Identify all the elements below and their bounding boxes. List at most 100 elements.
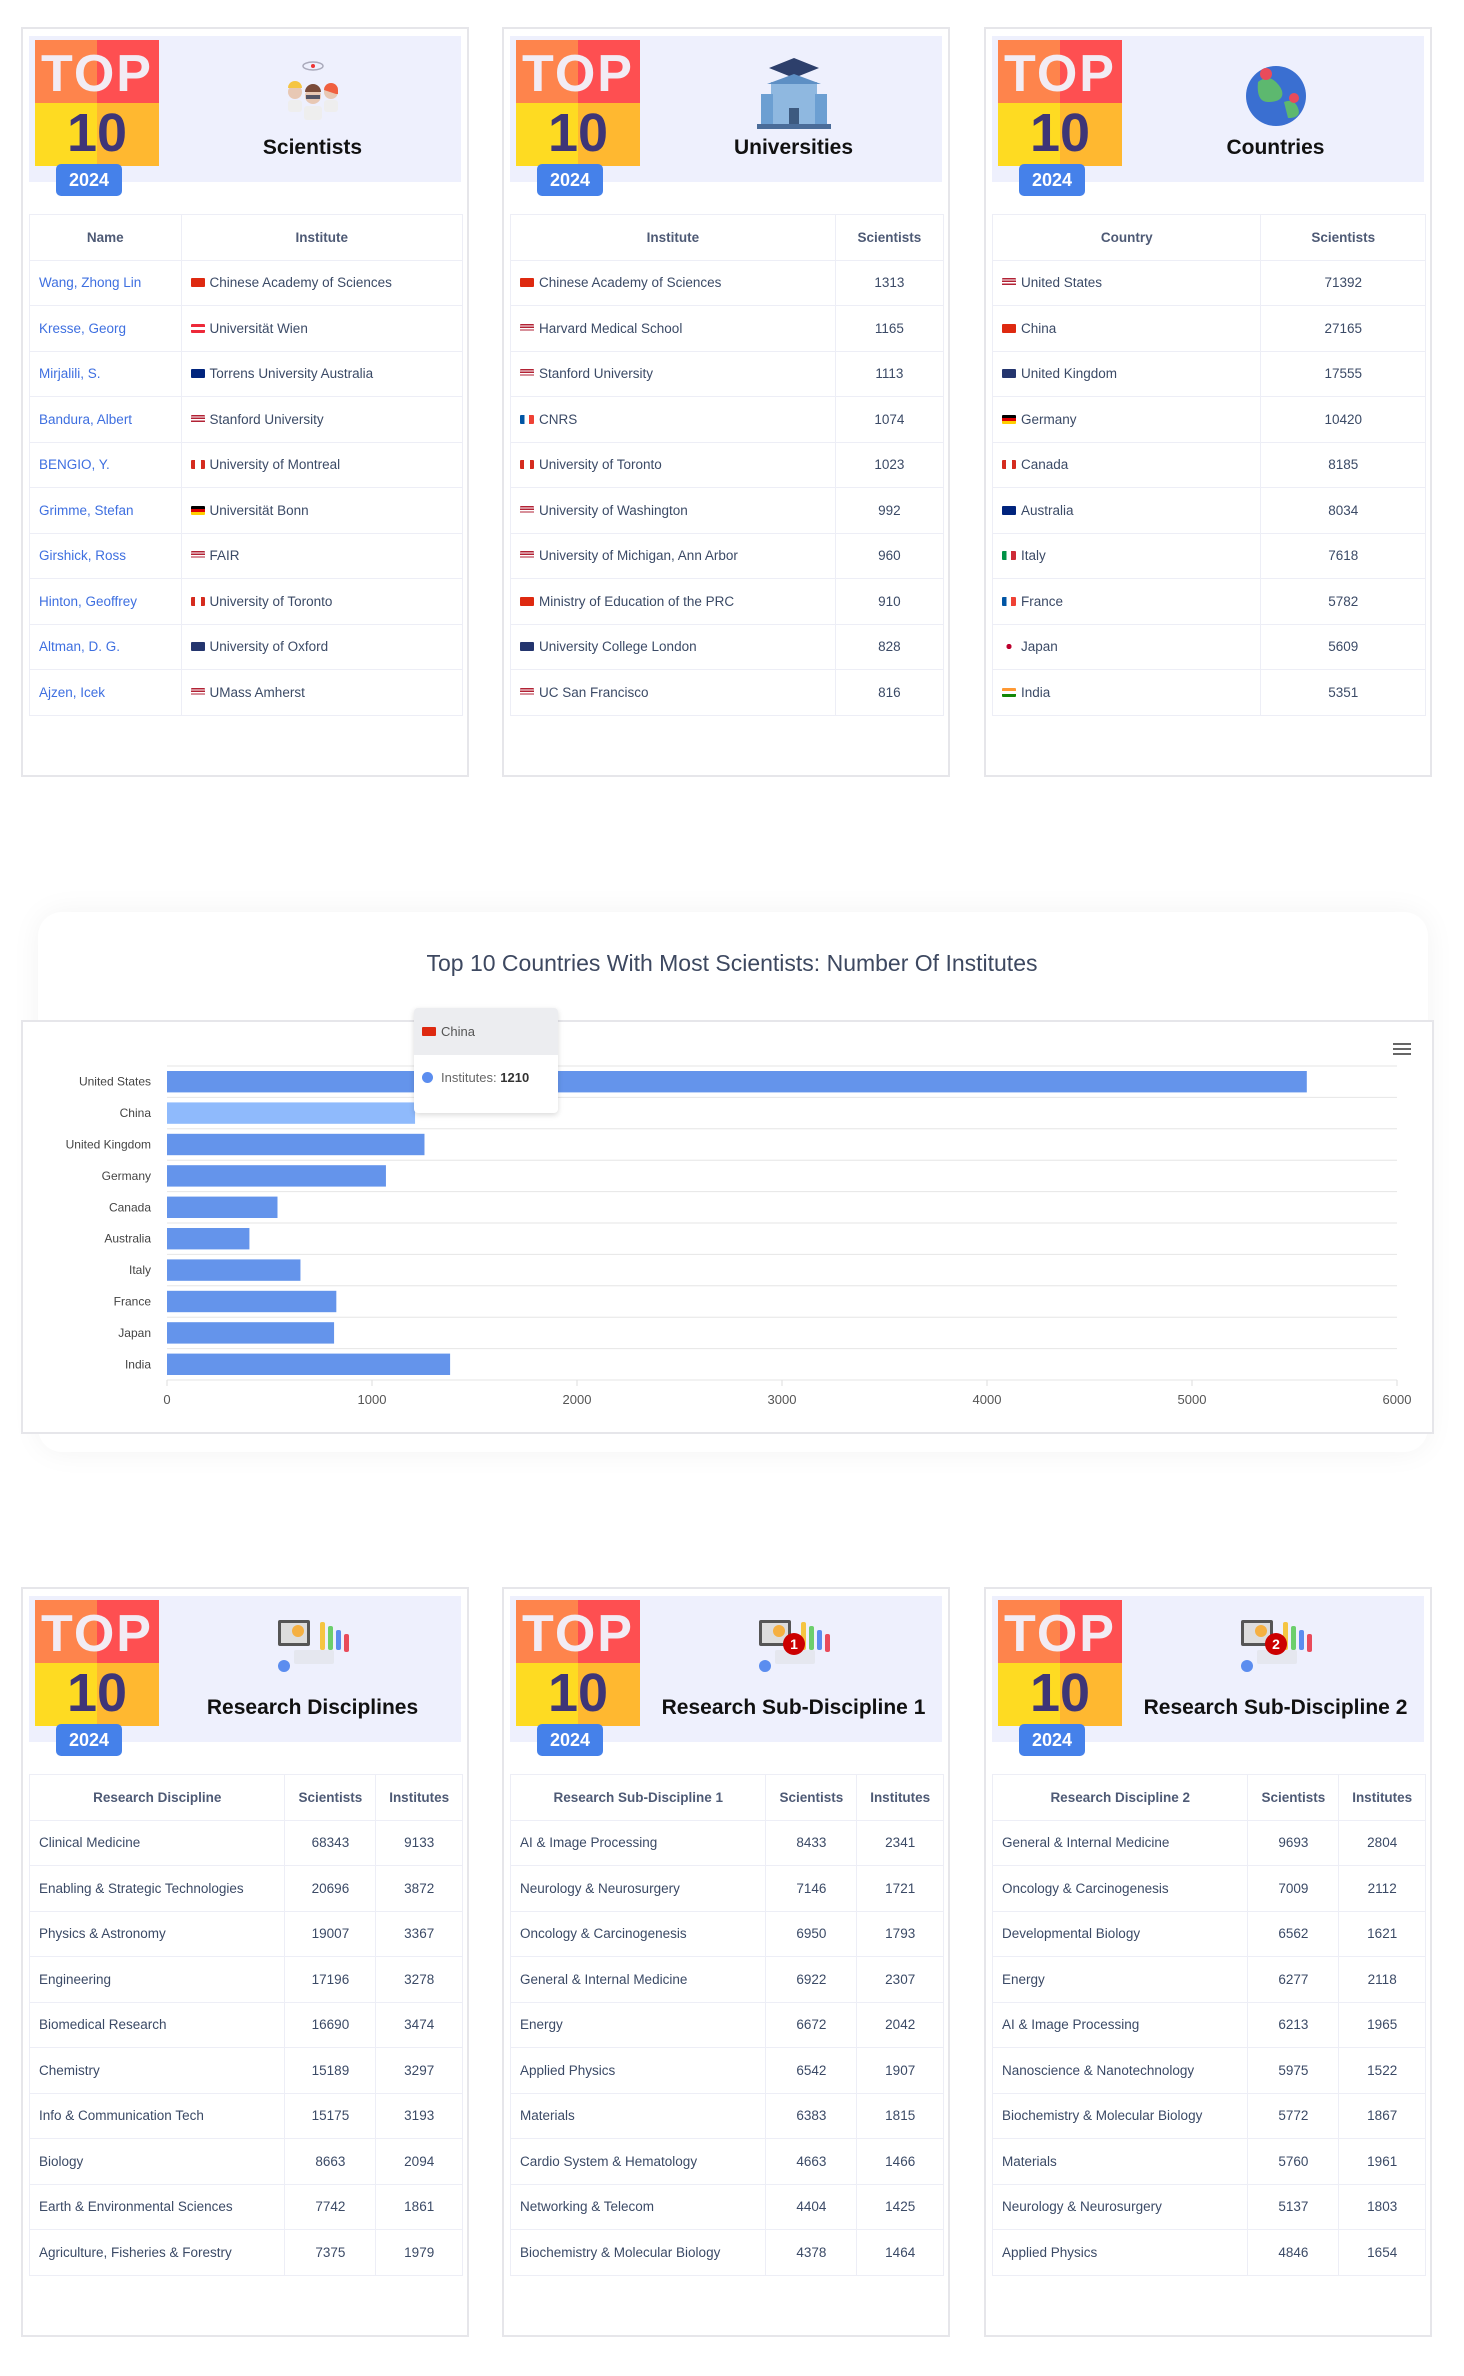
table-row: Physics & Astronomy 19007 3367 (28, 1910, 463, 1957)
table-cell: 1721 (856, 1865, 944, 1912)
table-row: Ajzen, Icek UMass Amherst (29, 669, 464, 716)
flag-us-icon (190, 414, 205, 424)
scientist-name-link[interactable]: Ajzen, Icek (29, 669, 182, 716)
table-cell: Energy (509, 2001, 767, 2048)
bar-china[interactable] (167, 1102, 416, 1124)
logo-quadrant (516, 1600, 578, 1663)
table-cell: 1654 (1338, 2229, 1426, 2276)
table-row: Wang, Zhong Lin Chinese Academy of Scienc… (29, 259, 464, 306)
logo-top-text: TOP (522, 45, 634, 103)
card-title: Scientists (262, 136, 363, 159)
logo-quadrant (578, 40, 640, 103)
bar-india[interactable] (167, 1353, 451, 1375)
logo-quadrant (97, 40, 159, 103)
scientist-name-link[interactable]: Mirjalili, S. (29, 350, 182, 397)
bar-united-states[interactable] (167, 1071, 1307, 1093)
cell-text: France (1021, 593, 1064, 609)
table-row: Chinese Academy of Sciences 1313 (510, 259, 945, 306)
flag-us-icon (520, 505, 534, 515)
table-cell: 4846 (1247, 2229, 1340, 2276)
column-header: Research Sub-Discipline 1 (509, 1774, 767, 1821)
x-tick-label: 3000 (768, 1392, 797, 1407)
bar-united-kingdom[interactable] (167, 1133, 425, 1156)
table-cell: Neurology & Neurosurgery (991, 2183, 1249, 2230)
x-tick-label: 0 (163, 1392, 170, 1407)
table-cell: 1023 (834, 441, 945, 488)
scientist-name-link[interactable]: Hinton, Geoffrey (29, 578, 182, 625)
year-badge: 2024 (537, 1724, 603, 1756)
bar-france[interactable] (167, 1290, 337, 1313)
cell-text: Italy (1021, 548, 1046, 564)
table-row: AI & Image Processing 6213 1965 (991, 2001, 1426, 2048)
table-cell: Cardio System & Hematology (509, 2138, 767, 2185)
table-cell: Germany (991, 396, 1262, 443)
scientist-name-link[interactable]: BENGIO, Y. (29, 441, 182, 488)
table-cell: 4378 (765, 2229, 858, 2276)
table-cell: China (991, 305, 1262, 352)
scientists-table: Name Institute Wang, Zhong Lin Chinese Acad… (29, 214, 464, 716)
scientist-name-link[interactable]: Girshick, Ross (29, 532, 182, 579)
bar-canada[interactable] (167, 1196, 278, 1218)
column-header: Country (991, 214, 1262, 261)
y-category-label: United States (79, 1075, 151, 1089)
table-cell: 3872 (375, 1865, 463, 1912)
logo-quadrant (35, 1663, 97, 1726)
table-cell: 4663 (765, 2138, 858, 2185)
table-cell: General & Internal Medicine (509, 1956, 767, 2003)
table-cell: Applied Physics (509, 2047, 767, 2094)
logo-quadrant (578, 103, 640, 166)
table-row: Stanford University 1113 (510, 350, 945, 397)
scientists-icon (164, 54, 461, 124)
table-cell: 1803 (1338, 2183, 1426, 2230)
cell-text: University of Washington (539, 502, 688, 518)
logo-top-text: TOP (522, 1605, 634, 1663)
bar-australia[interactable] (167, 1228, 250, 1250)
table-cell: 2094 (375, 2138, 463, 2185)
scientist-name-link[interactable]: Altman, D. G. (29, 623, 182, 670)
bar-italy[interactable] (167, 1259, 301, 1281)
scientist-name-link[interactable]: Bandura, Albert (29, 396, 182, 443)
table-cell: Clinical Medicine (28, 1819, 286, 1866)
table-cell: 1466 (856, 2138, 944, 2185)
y-category-label: Germany (102, 1169, 151, 1183)
table-row: Materials 6383 1815 (509, 2092, 944, 2139)
table-row: Networking & Telecom 4404 1425 (509, 2183, 944, 2230)
table-cell: 816 (834, 669, 945, 716)
cell-text: Australia (1021, 502, 1074, 518)
year-badge: 2024 (56, 164, 122, 196)
column-header: Scientists (834, 214, 945, 261)
table-cell: 8185 (1260, 441, 1426, 488)
cell-text: University of Oxford (209, 639, 329, 655)
cell-text: Stanford University (209, 411, 324, 427)
chart-menu-icon[interactable] (1393, 1040, 1411, 1058)
table-row: Australia 8034 (991, 487, 1426, 534)
table-row: Neurology & Neurosurgery 7146 1721 (509, 1865, 944, 1912)
table-cell: Chinese Academy of Sciences (510, 259, 836, 306)
logo-quadrant (998, 40, 1060, 103)
cell-text: University of Montreal (209, 457, 341, 473)
table-cell: India (991, 669, 1262, 716)
table-cell: 15175 (284, 2092, 377, 2139)
x-tick-label: 2000 (563, 1392, 592, 1407)
bar-japan[interactable] (167, 1322, 335, 1344)
flag-ca-icon (1002, 460, 1016, 470)
column-header: Research Discipline (28, 1774, 286, 1821)
subdiscipline1-table: Research Sub-Discipline 1 Scientists Insti… (509, 1774, 944, 2276)
table-cell: Canada (991, 441, 1262, 488)
scientist-name-link[interactable]: Grimme, Stefan (29, 487, 182, 534)
flag-fr-icon (1002, 596, 1016, 606)
scientist-name-link[interactable]: Kresse, Georg (29, 305, 182, 352)
table-row: Earth & Environmental Sciences 7742 1861 (28, 2183, 463, 2230)
cell-text: Universität Bonn (209, 502, 309, 518)
card-top10-disciplines: TOP 10 2024 Research Disciplines Research Di… (21, 1587, 469, 2337)
table-cell: 8663 (284, 2138, 377, 2185)
table-cell: General & Internal Medicine (991, 1819, 1249, 1866)
column-header: Institutes (856, 1774, 944, 1821)
table-cell: 1861 (375, 2183, 463, 2230)
logo-quadrant (1060, 103, 1122, 166)
bar-germany[interactable] (167, 1165, 386, 1187)
card-header: TOP 10 2024 Research Disciplines (29, 1596, 461, 1756)
cell-text: FAIR (209, 548, 240, 564)
scientist-name-link[interactable]: Wang, Zhong Lin (29, 259, 182, 306)
card-header: TOP 10 2024 2 Research Sub-Discipline 2 (992, 1596, 1424, 1756)
